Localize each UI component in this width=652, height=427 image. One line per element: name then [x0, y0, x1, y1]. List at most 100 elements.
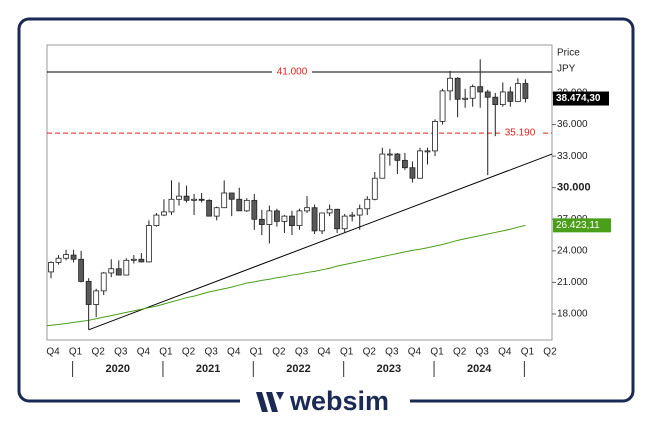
- candle-body: [334, 208, 341, 230]
- x-tick-label: Q1: [430, 347, 444, 358]
- candle-body: [462, 97, 469, 100]
- candle-body: [507, 91, 514, 102]
- candle-body: [417, 150, 423, 179]
- candle-body: [402, 159, 408, 169]
- candle-body: [191, 198, 197, 201]
- x-tick-label: Q4: [408, 347, 422, 358]
- candle-body: [371, 177, 378, 200]
- candle-body: [145, 225, 152, 263]
- candle-body: [70, 254, 77, 260]
- y-tick-label: 36.000: [557, 119, 588, 130]
- level-label: 35.190: [505, 128, 536, 139]
- plot-area: [46, 44, 553, 341]
- candle-body: [432, 121, 438, 152]
- x-tick-label: Q4: [227, 347, 241, 358]
- candle-body: [386, 153, 393, 156]
- x-tick-label: Q3: [295, 347, 309, 358]
- candle-body: [454, 77, 461, 100]
- candle-body: [243, 199, 250, 212]
- x-tick-label: Q2: [543, 347, 557, 358]
- candle-body: [514, 83, 521, 102]
- candle-body: [48, 262, 54, 273]
- candle-body: [228, 192, 235, 200]
- level-label: 41.000: [277, 67, 308, 78]
- x-tick-label: Q3: [476, 347, 490, 358]
- candle-body: [281, 215, 288, 222]
- candle-body: [477, 86, 484, 93]
- x-tick-label: Q2: [182, 347, 196, 358]
- candle-body: [326, 208, 333, 214]
- y-unit: JPY: [557, 64, 576, 75]
- candle-body: [93, 290, 100, 305]
- candle-body: [522, 83, 529, 99]
- candle-body: [409, 167, 416, 179]
- year-label: 2024: [467, 363, 492, 375]
- candle-body: [304, 207, 310, 212]
- candle-body: [176, 195, 182, 200]
- candle-body: [213, 207, 220, 217]
- y-tick-label: 24.000: [557, 245, 588, 256]
- candle-body: [394, 153, 401, 161]
- year-label: 2022: [286, 363, 310, 375]
- y-tick-label: 18.000: [557, 309, 588, 320]
- candle-body: [424, 150, 431, 153]
- x-tick-label: Q4: [498, 347, 512, 358]
- candle-body: [289, 215, 295, 226]
- candle-body: [379, 153, 386, 179]
- candle-body: [499, 91, 506, 105]
- ma-label-bg: [553, 218, 611, 233]
- logo-text: websim: [289, 386, 389, 416]
- candle-body: [206, 199, 213, 217]
- candle-body: [319, 212, 325, 232]
- candle-body: [266, 210, 273, 225]
- x-tick-label: Q4: [46, 347, 60, 358]
- candle-body: [130, 258, 137, 261]
- candle-body: [153, 214, 160, 226]
- moving-average: [46, 224, 526, 327]
- candle-body: [492, 96, 499, 105]
- candle-body: [138, 258, 145, 263]
- candle-body: [258, 218, 265, 225]
- candle-body: [108, 268, 115, 274]
- candle-body: [341, 215, 348, 230]
- candle-body: [221, 192, 228, 209]
- candle-body: [311, 207, 318, 232]
- close-label-bg: [553, 91, 609, 106]
- x-tick-label: Q1: [159, 347, 173, 358]
- year-label: 2023: [377, 363, 401, 375]
- candle-body: [115, 268, 122, 276]
- candle-body: [447, 77, 453, 92]
- candle-body: [183, 195, 190, 201]
- candle-body: [198, 198, 205, 201]
- candle-body: [63, 254, 69, 259]
- year-label: 2021: [196, 363, 220, 375]
- x-tick-label: Q1: [69, 347, 83, 358]
- y-tick-label: 21.000: [557, 277, 588, 288]
- y-tick-label: 33.000: [557, 151, 588, 162]
- x-tick-label: Q2: [363, 347, 377, 358]
- candle-body: [236, 198, 243, 212]
- candle-body: [349, 214, 356, 217]
- logo-icon: [256, 392, 284, 412]
- ma-label: 26.423,11: [556, 220, 600, 231]
- candle-body: [161, 211, 167, 216]
- level-label-bg: [272, 65, 312, 78]
- x-tick-label: Q2: [453, 347, 467, 358]
- candle-body: [55, 257, 62, 263]
- x-tick-label: Q3: [204, 347, 218, 358]
- x-tick-label: Q3: [385, 347, 399, 358]
- candle-body: [100, 272, 107, 292]
- candle-body: [364, 198, 371, 210]
- y-label: Price: [557, 48, 580, 59]
- candle-body: [484, 91, 491, 98]
- y-tick-label: 30.000: [557, 182, 591, 194]
- candle-body: [469, 86, 476, 99]
- x-tick-label: Q4: [137, 347, 151, 358]
- x-tick-label: Q1: [521, 347, 535, 358]
- candle-body: [123, 259, 130, 276]
- candle-body: [78, 258, 85, 282]
- x-tick-label: Q2: [272, 347, 286, 358]
- candle-body: [356, 208, 363, 216]
